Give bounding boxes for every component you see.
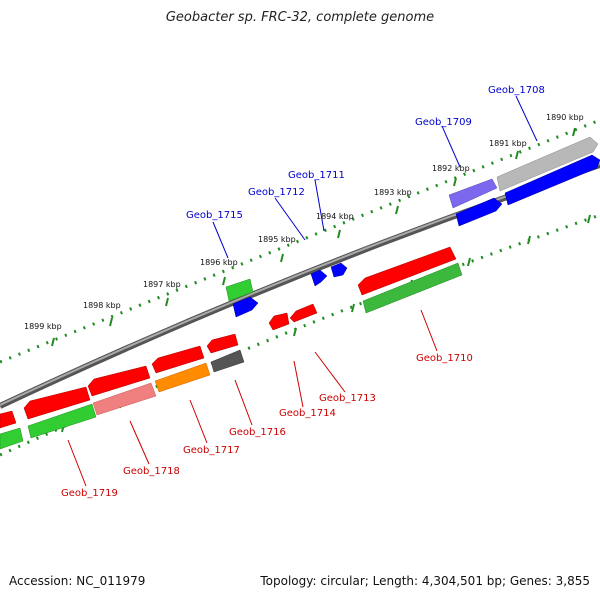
gene-Geob_1718[interactable]	[92, 382, 157, 416]
gene-Geob_1708[interactable]	[496, 136, 599, 192]
outer-scale-major-ticks	[51, 127, 576, 347]
label-Geob_1709[interactable]: Geob_1709	[415, 117, 472, 128]
gene-Geob_1712[interactable]	[310, 269, 328, 287]
gene-red-long[interactable]	[87, 365, 151, 397]
gene-Geob_1709[interactable]	[448, 178, 498, 209]
scale-label-1898: 1898 kbp	[83, 301, 121, 310]
label-Geob_1712[interactable]: Geob_1712	[248, 187, 305, 198]
gene-Geob_1711[interactable]	[330, 262, 348, 278]
gene-Geob_1717[interactable]	[154, 362, 211, 393]
scale-label-1897: 1897 kbp	[143, 280, 181, 289]
scale-label-1899: 1899 kbp	[24, 322, 62, 331]
label-Geob_1719[interactable]: Geob_1719	[61, 488, 118, 499]
gene-forward-blue-3[interactable]	[232, 296, 259, 318]
gene-red-mid[interactable]	[151, 345, 205, 374]
gene-forward-blue-1[interactable]	[504, 154, 600, 206]
scale-label-1892: 1892 kbp	[432, 164, 470, 173]
label-Geob_1717[interactable]: Geob_1717	[183, 445, 240, 456]
label-Geob_1718[interactable]: Geob_1718	[123, 466, 180, 477]
label-leaders	[67, 95, 538, 487]
gene-Geob_1714[interactable]	[268, 312, 290, 331]
gene-Geob_1713[interactable]	[289, 303, 318, 323]
gene-left-red[interactable]	[0, 410, 17, 429]
map-title: Geobacter sp. FRC-32, complete genome	[165, 10, 435, 25]
label-Geob_1715[interactable]: Geob_1715	[186, 210, 243, 221]
scale-label-1894: 1894 kbp	[316, 212, 354, 221]
label-Geob_1714[interactable]: Geob_1714	[279, 408, 336, 419]
scale-label-1896: 1896 kbp	[200, 258, 238, 267]
gene-left-green[interactable]	[0, 427, 24, 450]
gene-Geob_1715[interactable]	[225, 278, 254, 302]
gene-forward-blue-2[interactable]	[455, 197, 503, 227]
label-Geob_1711[interactable]: Geob_1711	[288, 170, 345, 181]
label-Geob_1708[interactable]: Geob_1708	[488, 85, 545, 96]
scale-label-1895: 1895 kbp	[258, 235, 296, 244]
label-Geob_1710[interactable]: Geob_1710	[416, 353, 473, 364]
label-Geob_1716[interactable]: Geob_1716	[229, 427, 286, 438]
scale-label-1891: 1891 kbp	[489, 139, 527, 148]
gene-Geob_1719[interactable]	[23, 386, 97, 439]
scale-label-1893: 1893 kbp	[374, 188, 412, 197]
gene-Geob_1710[interactable]	[357, 246, 463, 314]
outer-scale	[0, 118, 600, 364]
gene-Geob_1716[interactable]	[210, 349, 245, 373]
scale-label-1890: 1890 kbp	[546, 113, 584, 122]
topology-summary-text: Topology: circular; Length: 4,304,501 bp…	[260, 574, 590, 588]
label-Geob_1713[interactable]: Geob_1713	[319, 393, 376, 404]
gene-red-small[interactable]	[206, 333, 239, 354]
accession-text: Accession: NC_011979	[9, 574, 146, 588]
